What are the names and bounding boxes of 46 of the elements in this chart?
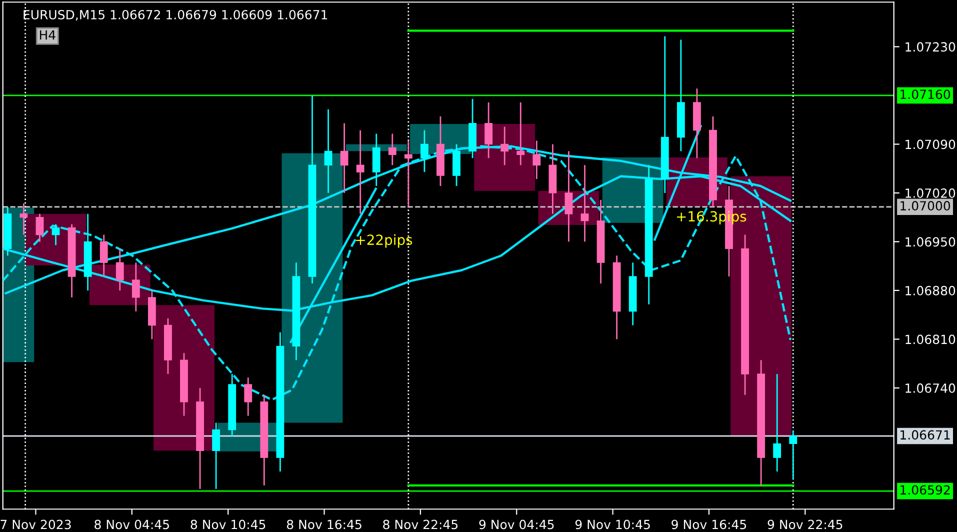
- x-tick-label: 9 Nov 10:45: [575, 520, 650, 530]
- y-tick-label: 1.07230: [906, 42, 956, 52]
- candlestick: [100, 234, 108, 278]
- ref-line-label: 1.06592: [900, 485, 950, 495]
- candlestick: [132, 262, 140, 312]
- y-tick-label: 1.07090: [906, 140, 956, 150]
- ref-line-label: 1.07160: [900, 90, 950, 100]
- ref-line-label: 1.06671: [900, 430, 950, 440]
- candlestick: [580, 164, 589, 242]
- candlestick: [564, 150, 573, 242]
- candlestick: [420, 130, 428, 173]
- candlestick: [20, 202, 28, 236]
- x-tick-label: 8 Nov 16:45: [286, 520, 362, 530]
- candlestick: [388, 133, 396, 166]
- y-tick-label: 1.06810: [906, 334, 956, 344]
- candlestick: [212, 422, 220, 490]
- line-series: [2, 145, 792, 401]
- x-tick-label: 8 Nov 22:45: [383, 520, 458, 530]
- y-tick-label: 1.06950: [906, 237, 956, 247]
- candlestick: [356, 130, 364, 215]
- y-tick-label: 1.06740: [906, 383, 956, 393]
- candlestick: [516, 102, 525, 166]
- y-tick-label: 1.07020: [906, 188, 956, 198]
- candlestick: [52, 224, 60, 246]
- candlestick: [324, 108, 332, 194]
- x-tick-label: 9 Nov 22:45: [768, 520, 842, 530]
- candlestick: [244, 376, 252, 416]
- x-tick-label: 8 Nov 10:45: [190, 520, 266, 530]
- x-tick-label: 9 Nov 04:45: [479, 520, 554, 530]
- ref-line-label: 1.07000: [900, 201, 950, 211]
- text: EURUSD,M15 1.06672 1.06679 1.06609 1.06671: [24, 10, 328, 21]
- candlestick: [532, 140, 541, 180]
- x-tick-label: 9 Nov 16:45: [672, 520, 746, 530]
- candlestick: [500, 126, 509, 166]
- annotation: H4: [40, 30, 56, 40]
- y-tick-label: 1.06880: [906, 286, 956, 296]
- candlestick: [484, 102, 493, 159]
- candlestick: [404, 140, 412, 208]
- x-tick-label: 8 Nov 04:45: [94, 520, 169, 530]
- candlestick: [773, 373, 782, 472]
- candlestick: [340, 122, 348, 194]
- annotation: +22pips: [356, 234, 412, 248]
- candlestick: [36, 213, 44, 242]
- x-tick-label: 7 Nov 2023: [0, 520, 71, 530]
- candlestick: [116, 248, 124, 292]
- candlestick: [789, 430, 798, 480]
